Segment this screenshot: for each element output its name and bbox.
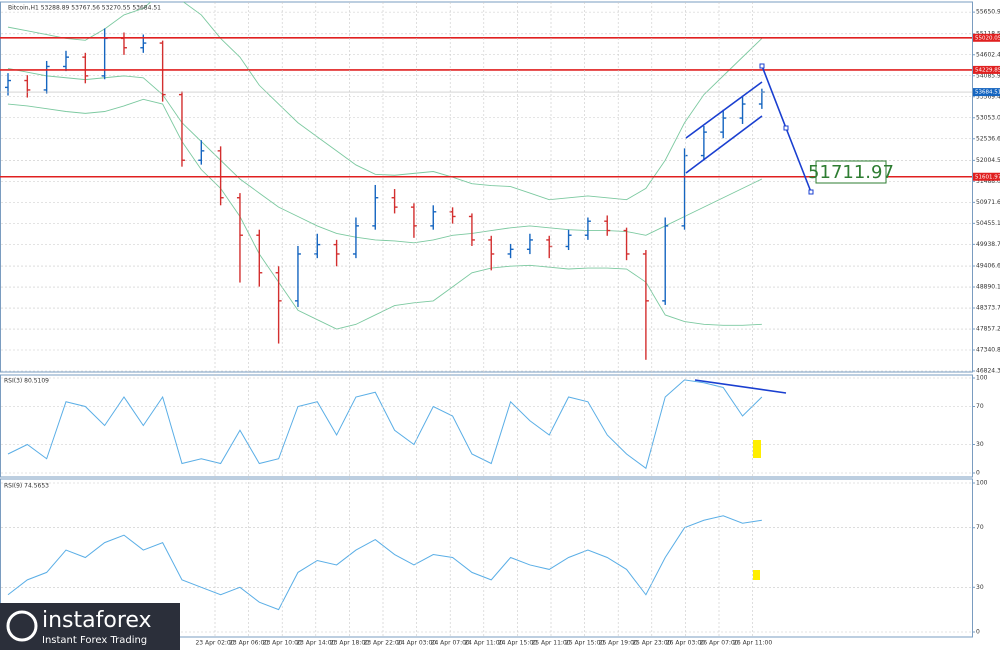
y-tick-label: 50455.15 [976,220,1000,227]
y-tick-label: 47340.80 [976,347,1000,354]
x-tick-label: 24 Apr 07:00 [431,640,470,647]
level-label-bg [973,33,1000,42]
rsi9-title: RSI(9) 74.5653 [4,483,49,490]
forecast-point [759,63,765,69]
y-tick-label: 53053.00 [976,114,1000,121]
logo-name: instaforex [42,608,152,633]
main-panel [0,1,973,373]
x-tick-label: 24 Apr 11:00 [464,640,503,647]
y-tick-label: 53569.40 [976,93,1000,100]
main-plot [1,2,972,372]
marker-box [753,440,761,458]
rsi3-panel [0,374,973,478]
x-tick-label: 25 Apr 11:00 [531,640,570,647]
x-tick-label: 23 Apr 10:00 [263,640,302,647]
channel-lower [685,115,763,174]
level-label-bg [973,65,1000,74]
band-middle [7,67,763,244]
x-tick-label: 23 Apr 06:00 [229,640,268,647]
y-tick-label: 54602.40 [976,51,1000,58]
x-tick-label: 24 Apr 15:00 [498,640,537,647]
y-tick-label: 52536.60 [976,135,1000,142]
x-tick-label: 25 Apr 19:00 [599,640,638,647]
logo-tagline: Instant Forex Trading [42,635,147,646]
y-tick-label: 54085.95 [976,72,1000,79]
y-tick-label: 0 [976,470,980,477]
x-tick-label: 26 Apr 07:00 [699,640,738,647]
rsi-trendline [694,379,787,394]
y-tick-label: 48373.70 [976,305,1000,312]
rsi-line [7,379,763,470]
x-tick-label: 23 Apr 22:00 [363,640,402,647]
x-tick-label: 23 Apr 18:00 [330,640,369,647]
x-tick-label: 23 Apr 14:00 [296,640,335,647]
y-tick-label: 47857.25 [976,326,1000,333]
x-tick-label: 26 Apr 03:00 [666,640,705,647]
y-tick-label: 52004.50 [976,157,1000,164]
y-tick-label: 100 [976,375,988,382]
rsi3-title: RSI(3) 80.5109 [4,378,49,385]
x-tick-label: 25 Apr 15:00 [565,640,604,647]
band-lower [7,98,762,330]
logo: instaforex Instant Forex Trading [0,603,180,650]
x-tick-label: 24 Apr 03:00 [397,640,436,647]
y-tick-label: 100 [976,480,988,487]
x-tick-label: 26 Apr 11:00 [733,640,772,647]
channel-upper [685,81,763,139]
level-label: 51601.97 [975,174,1000,180]
forecast-point [808,189,814,195]
rsi9-panel [0,478,973,638]
last-price-bg [973,88,1000,97]
y-tick-label: 55650.95 [976,9,1000,16]
drawings [685,63,814,394]
y-tick-label: 70 [976,403,984,410]
annotation: 51711.97 [808,162,894,183]
band-upper [7,2,763,201]
y-tick-label: 49938.70 [976,241,1000,248]
forecast-point [783,125,789,131]
y-tick-label: 30 [976,584,984,591]
y-tick-label: 49406.60 [976,263,1000,270]
chart-title: Bitcoin,H1 53288.89 53767.56 53270.55 53… [8,5,161,12]
y-tick-label: 30 [976,441,984,448]
level-label: 55020.05 [975,35,1000,41]
x-tick-label: 25 Apr 23:00 [632,640,671,647]
annotation-box [815,160,887,184]
y-tick-label: 46824.35 [976,368,1000,375]
rsi-line [7,515,762,611]
logo-bg [0,603,180,650]
y-tick-label: 55118.50 [976,30,1000,37]
logo-icon [6,610,38,642]
y-tick-label: 0 [976,629,980,636]
y-tick-label: 50971.60 [976,199,1000,206]
y-tick-label: 70 [976,524,984,531]
last-price-label: 53684.51 [975,90,1000,96]
x-tick-label: 23 Apr 02:00 [195,640,234,647]
marker-box [753,570,760,580]
level-label-bg [973,172,1000,181]
y-tick-label: 51488.05 [976,178,1000,185]
level-label: 54229.85 [975,67,1000,73]
y-tick-label: 48890.15 [976,284,1000,291]
